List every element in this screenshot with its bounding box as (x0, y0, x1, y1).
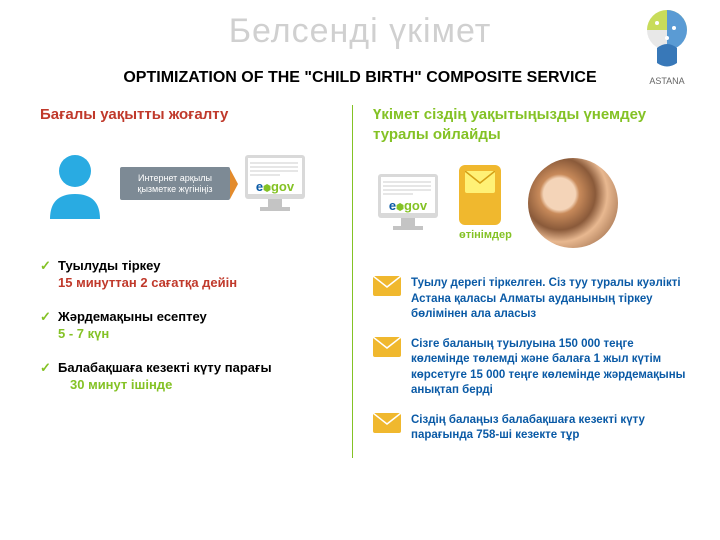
envelope-icon (373, 413, 401, 433)
envelope-icon (465, 171, 495, 193)
notification-item: Сізге баланың туылуына 150 000 теңге көл… (373, 337, 690, 399)
phone-label: өтінімдер (459, 229, 512, 241)
astana-logo: ASTANA (632, 8, 702, 88)
bullet-title: Балабақшаға кезекті күту парағы (58, 360, 272, 375)
bullet-item: Жәрдемақыны есептеу 5 - 7 күн (40, 308, 332, 343)
svg-text:ASTANA: ASTANA (649, 76, 684, 86)
notification-item: Туылу дерегі тіркелген. Сіз туу туралы к… (373, 276, 690, 323)
bullet-sub: 5 - 7 күн (58, 326, 109, 341)
user-icon (40, 149, 110, 219)
svg-text:e⬢gov: e⬢gov (256, 179, 295, 194)
svg-text:e⬢gov: e⬢gov (389, 198, 428, 213)
bullet-item: Туылуды тіркеу 15 минуттан 2 сағатқа дей… (40, 257, 332, 292)
bullet-sub: 30 минут ішінде (58, 377, 172, 392)
left-heading: Бағалы уақытты жоғалту (40, 105, 332, 125)
notification-item: Сіздің балаңыз балабақшаға кезекті күту … (373, 413, 690, 444)
service-badge: Интернет арқылы қызметке жүгініңіз (120, 167, 230, 201)
notification-text: Туылу дерегі тіркелген. Сіз туу туралы к… (411, 276, 690, 323)
egov-monitor-icon: e⬢gov (373, 168, 443, 238)
egov-monitor-icon: e⬢gov (240, 149, 310, 219)
right-column: Үкімет сіздің уақытыңызды үнемдеу туралы… (352, 105, 690, 458)
left-bullets: Туылуды тіркеу 15 минуттан 2 сағатқа дей… (40, 257, 332, 394)
right-heading: Үкімет сіздің уақытыңызды үнемдеу туралы… (373, 105, 690, 144)
page-title: Белсенді үкімет (0, 0, 720, 51)
bullet-item: Балабақшаға кезекті күту парағы 30 минут… (40, 359, 332, 394)
notification-text: Сіздің балаңыз балабақшаға кезекті күту … (411, 413, 690, 444)
bullet-title: Туылуды тіркеу (58, 258, 160, 273)
envelope-icon (373, 337, 401, 357)
subtitle: OPTIMIZATION OF THE "CHILD BIRTH" COMPOS… (0, 69, 720, 87)
bullet-title: Жәрдемақыны есептеу (58, 309, 207, 324)
right-items: Туылу дерегі тіркелген. Сіз туу туралы к… (373, 276, 690, 444)
envelope-icon (373, 276, 401, 296)
bullet-sub: 15 минуттан 2 сағатқа дейін (58, 275, 237, 290)
mother-baby-photo (528, 158, 618, 248)
phone-requests: өтінімдер (459, 165, 512, 241)
notification-text: Сізге баланың туылуына 150 000 теңге көл… (411, 337, 690, 399)
left-column: Бағалы уақытты жоғалту Интернет арқылы қ… (40, 105, 352, 458)
